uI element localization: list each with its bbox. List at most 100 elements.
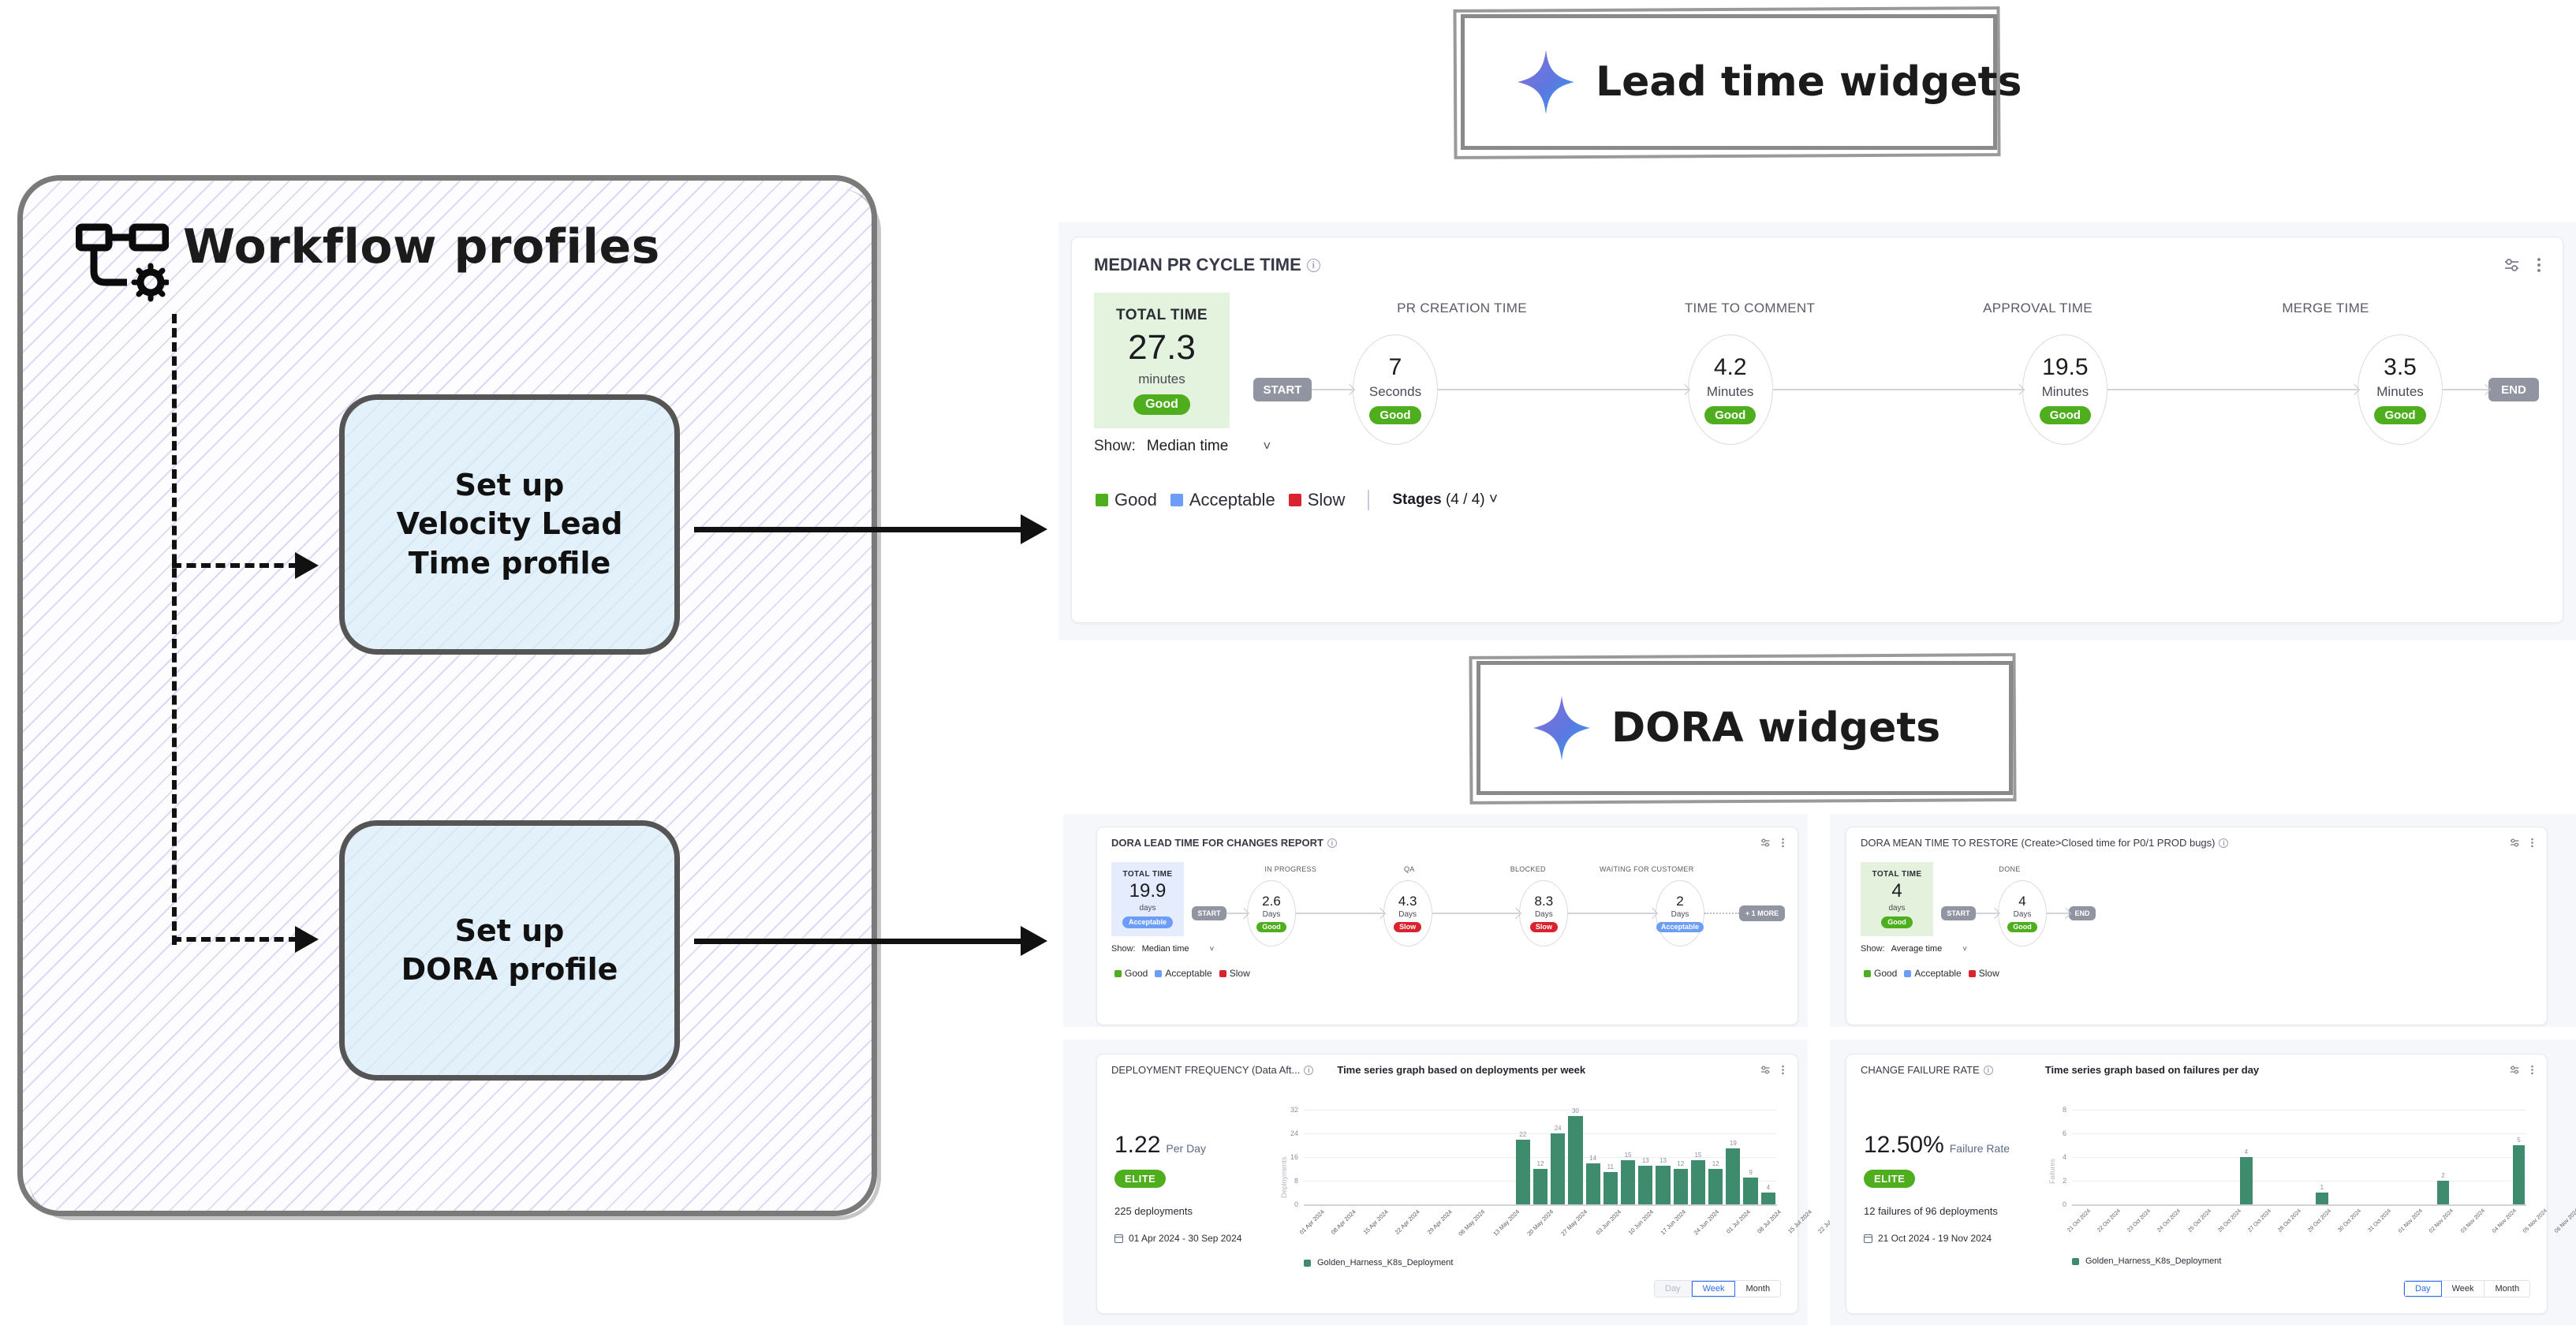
pr-stage-node-1[interactable]: 4.2 Minutes Good — [1687, 334, 1773, 445]
chevron-down-icon[interactable]: ˅ — [1209, 944, 1215, 954]
dora-lead-connector-2 — [1432, 913, 1520, 914]
cfr-x-axis-labels: 21 Oct 2024 22 Oct 2024 23 Oct 2024 24 Oct … — [2066, 1208, 2576, 1234]
more-vertical-icon[interactable] — [2530, 1064, 2534, 1076]
info-icon[interactable]: i — [1306, 258, 1320, 272]
bar-slot — [2421, 1110, 2436, 1204]
dora-lead-stage-node-1[interactable]: 4.3 Days Slow — [1383, 880, 1432, 946]
sliders-icon[interactable] — [1760, 837, 1771, 849]
dora-lead-stage-node-2[interactable]: 8.3 Days Slow — [1519, 880, 1569, 946]
bar[interactable] — [2512, 1145, 2526, 1204]
bar[interactable] — [2436, 1181, 2450, 1204]
sliders-icon[interactable] — [2503, 256, 2522, 274]
pr-total-label: TOTAL TIME — [1116, 306, 1208, 323]
bar-slot — [1479, 1110, 1496, 1204]
bar[interactable] — [1533, 1169, 1548, 1204]
dora-mttr-stage-node-0[interactable]: 4 Days Good — [1998, 880, 2047, 946]
sliders-icon[interactable] — [1760, 1064, 1771, 1076]
banner-lead-time-label: Lead time widgets — [1596, 58, 2022, 106]
bar[interactable] — [1708, 1169, 1723, 1204]
x-label-slot: 01 Apr 2024 — [1298, 1208, 1335, 1236]
bar[interactable] — [1673, 1169, 1688, 1204]
x-label-slot: 06 May 2024 — [1458, 1208, 1497, 1238]
chevron-down-icon[interactable]: ˅ — [1962, 944, 1968, 954]
dora-mttr-show-row[interactable]: Show: Average time ˅ — [1861, 944, 1967, 954]
bar[interactable] — [1603, 1171, 1618, 1204]
dora-lead-stage-status-3: Acceptable — [1656, 922, 1704, 932]
flow-dashed-arm-2 — [172, 937, 298, 942]
x-axis-tick-label: 01 Apr 2024 — [1297, 1208, 1326, 1236]
pr-stage-node-3[interactable]: 3.5 Minutes Good — [2358, 334, 2443, 445]
cfr-range-toggle[interactable]: Day Week Month — [2403, 1280, 2531, 1297]
setup-dora-profile-box[interactable]: Set up DORA profile — [339, 820, 680, 1081]
bar[interactable] — [2239, 1157, 2253, 1204]
dora-lead-stage-node-3[interactable]: 2 Days Acceptable — [1656, 880, 1705, 946]
dora-mttr-connector-0 — [1976, 913, 1998, 914]
range-button-week[interactable]: Week — [1691, 1281, 1736, 1297]
dora-lead-legend-item-acceptable: Acceptable — [1155, 968, 1212, 979]
bar[interactable] — [1656, 1166, 1671, 1204]
dora-lead-stage-status-0: Good — [1256, 922, 1286, 932]
range-button-week[interactable]: Week — [2441, 1281, 2485, 1297]
bar[interactable] — [1551, 1133, 1566, 1204]
bar[interactable] — [2315, 1193, 2328, 1204]
bar[interactable] — [1690, 1159, 1706, 1204]
more-vertical-icon[interactable] — [1781, 837, 1785, 849]
bar[interactable] — [1585, 1163, 1600, 1204]
workflow-profiles-title: Workflow profiles — [183, 219, 660, 274]
bar-slot — [1391, 1110, 1409, 1204]
grid-line — [1304, 1110, 1777, 1111]
pr-stages-toggle[interactable]: Stages (4 / 4) ˅ — [1392, 491, 1498, 509]
profile-box-1-line3: Time profile — [408, 545, 611, 581]
range-button-day[interactable]: Day — [1655, 1281, 1692, 1297]
range-button-day[interactable]: Day — [2404, 1281, 2442, 1297]
bar-slot: 4 — [1760, 1110, 1777, 1204]
dora-lead-stage-node-0[interactable]: 2.6 Days Good — [1247, 880, 1296, 946]
setup-velocity-lead-time-profile-box[interactable]: Set up Velocity Lead Time profile — [339, 394, 680, 655]
more-vertical-icon[interactable] — [2530, 837, 2534, 849]
bar-value-label: 4 — [1766, 1184, 1771, 1191]
x-label-slot: 23 Oct 2024 — [2126, 1208, 2162, 1234]
info-icon[interactable]: i — [1983, 1065, 1993, 1075]
info-icon[interactable]: i — [1304, 1065, 1314, 1075]
more-vertical-icon[interactable] — [2536, 256, 2542, 274]
range-button-month[interactable]: Month — [1735, 1281, 1781, 1297]
dora-lead-more-cap[interactable]: + 1 MORE — [1739, 905, 1786, 921]
dora-lead-show-row[interactable]: Show: Median time ˅ — [1111, 944, 1214, 954]
bar[interactable] — [1620, 1159, 1636, 1204]
x-label-slot: 26 Oct 2024 — [2217, 1208, 2253, 1234]
y-axis-tick: 24 — [1290, 1129, 1298, 1137]
sliders-icon[interactable] — [2509, 1064, 2521, 1076]
pr-show-row[interactable]: Show: Median time ˅ — [1094, 438, 1271, 455]
bar[interactable] — [1760, 1193, 1775, 1204]
bar[interactable] — [1515, 1139, 1530, 1204]
y-axis-tick: 0 — [2062, 1200, 2066, 1208]
range-button-month[interactable]: Month — [2485, 1281, 2530, 1297]
x-label-slot: 06 Nov 2024 — [2554, 1208, 2576, 1234]
sliders-icon[interactable] — [2509, 837, 2521, 849]
bar[interactable] — [1726, 1148, 1741, 1204]
bar[interactable] — [1638, 1166, 1653, 1204]
bar[interactable] — [1568, 1115, 1583, 1204]
pr-legend: Good Acceptable Slow Stages (4 / 4) ˅ — [1096, 490, 1498, 510]
x-label-slot: 29 Apr 2024 — [1426, 1208, 1463, 1236]
legend-swatch-good — [1096, 494, 1108, 506]
bar-value-label: 14 — [1589, 1154, 1597, 1162]
info-icon[interactable]: i — [2219, 838, 2229, 848]
y-axis-tick: 4 — [2062, 1153, 2066, 1161]
chevron-down-icon[interactable]: ˅ — [1488, 491, 1498, 508]
chevron-down-icon[interactable]: ˅ — [1263, 439, 1271, 454]
pr-stage-node-0[interactable]: 7 Seconds Good — [1353, 334, 1438, 445]
dora-lead-stage-status-2: Slow — [1529, 922, 1558, 932]
dora-lead-stage-name-1: QA — [1403, 865, 1415, 873]
deployment-range-toggle[interactable]: Day Week Month — [1654, 1280, 1782, 1297]
dora-lead-stage-value-2: 8.3 — [1534, 894, 1554, 909]
x-label-slot: 15 Jul 2024 — [1786, 1208, 1823, 1235]
info-icon[interactable]: i — [1327, 838, 1337, 848]
dora-lead-time-card: DORA LEAD TIME FOR CHANGES REPORT i TOTA… — [1096, 827, 1798, 1025]
bar[interactable] — [1743, 1178, 1758, 1204]
more-vertical-icon[interactable] — [1781, 1064, 1785, 1076]
x-label-slot: 10 Jun 2024 — [1627, 1208, 1665, 1237]
x-label-slot: 29 Oct 2024 — [2307, 1208, 2343, 1234]
median-pr-cycle-time-card: MEDIAN PR CYCLE TIME i TOTAL TIME 27.3 m… — [1071, 237, 2563, 623]
pr-stage-node-2[interactable]: 19.5 Minutes Good — [2022, 334, 2108, 445]
